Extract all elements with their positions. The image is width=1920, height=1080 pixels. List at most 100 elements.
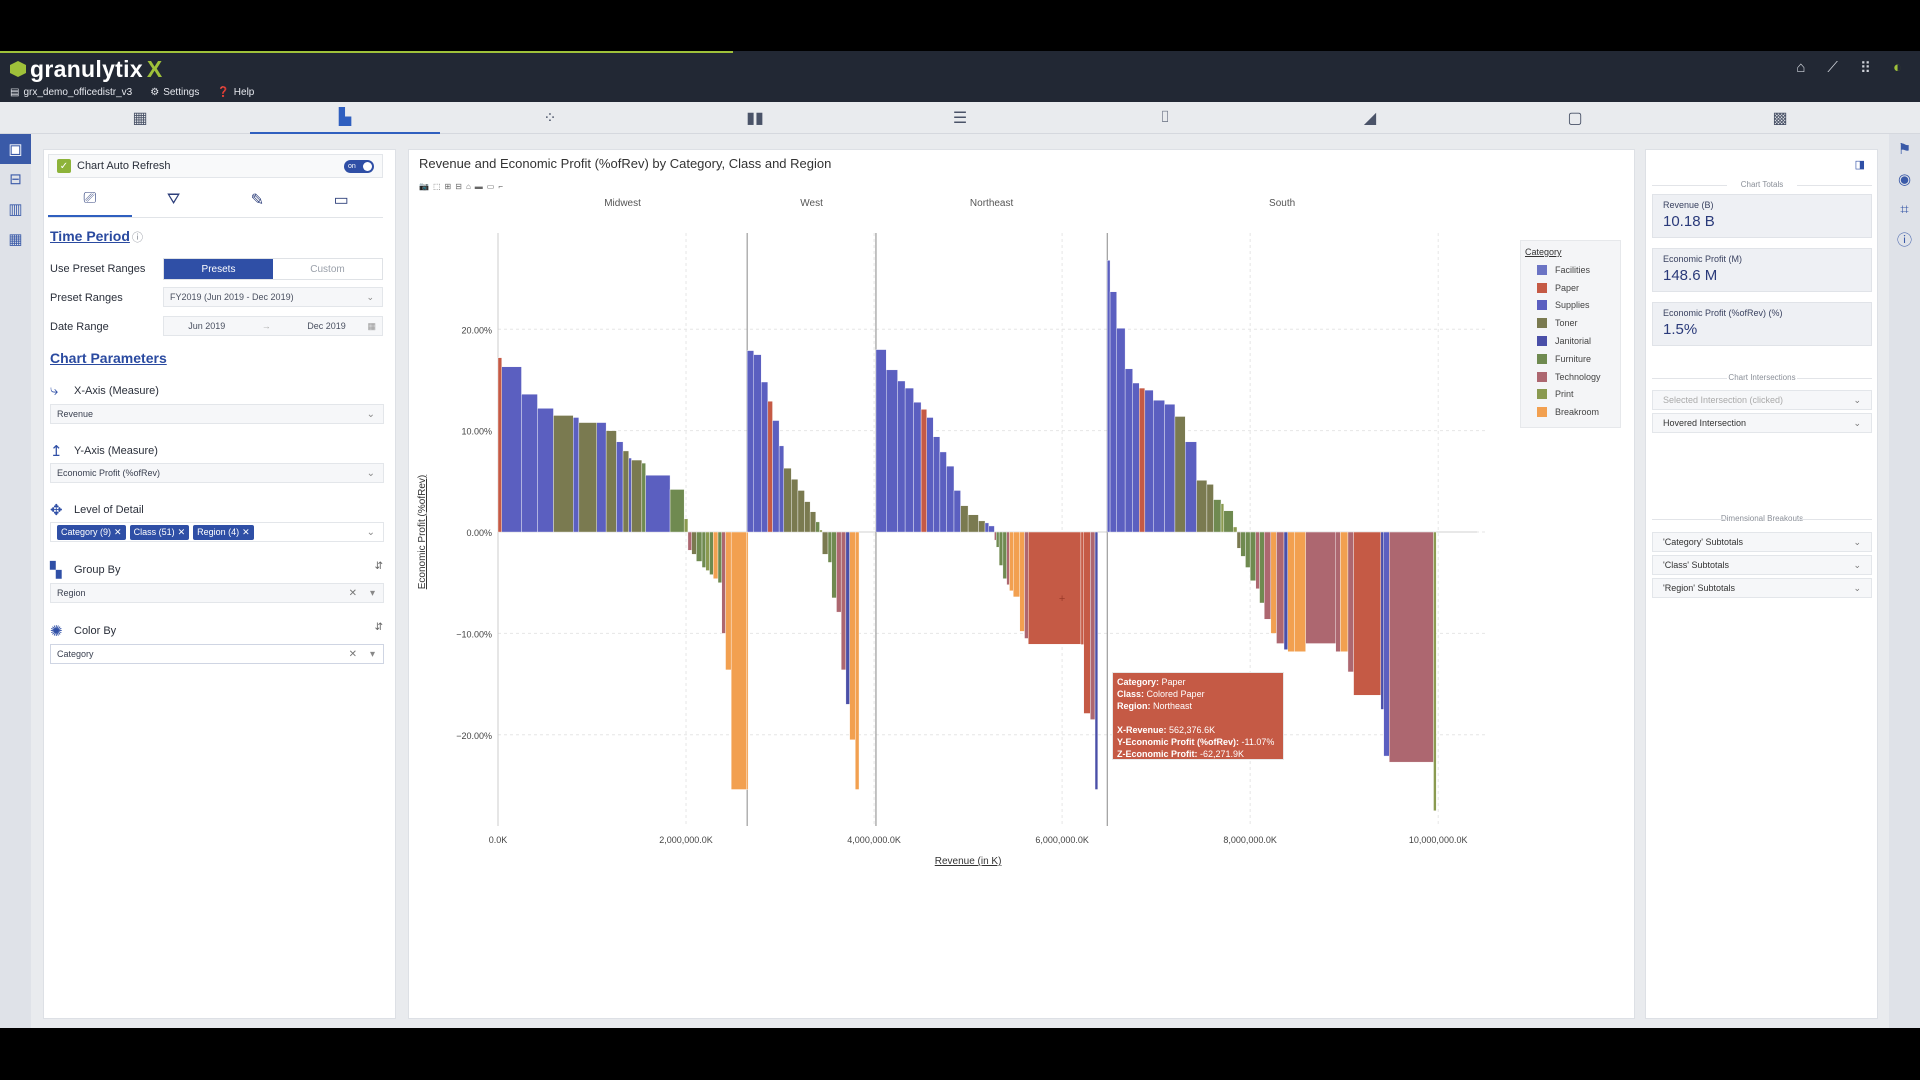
tab-page[interactable]: ▭ <box>299 182 383 217</box>
grid-icon[interactable]: ⠿ <box>1859 60 1871 77</box>
box-select-icon[interactable]: ⬚ <box>432 182 441 191</box>
auto-refresh-row[interactable]: ✓ Chart Auto Refresh on <box>48 154 383 178</box>
help-link[interactable]: ❓ Help <box>217 87 254 98</box>
lod-pill-label: Region (4) <box>197 527 240 537</box>
dataset-link[interactable]: ▤ grx_demo_officedistr_v3 <box>10 87 132 98</box>
calendar-icon[interactable]: ▦ <box>367 320 376 331</box>
tab-bar-step[interactable]: ▙ <box>250 102 440 134</box>
presets-button[interactable]: Presets <box>164 259 273 279</box>
tab-hbar[interactable]: ☰ <box>865 102 1055 134</box>
tab-treemap[interactable]: ▦ <box>45 102 235 134</box>
tab-filters[interactable]: ⛛ <box>132 182 216 217</box>
legend-item[interactable]: Breakroom <box>1525 403 1616 421</box>
rail-tag-icon[interactable]: ⌗ <box>1900 200 1909 218</box>
legend-item[interactable]: Supplies <box>1525 297 1616 315</box>
settings-link[interactable]: ⚙ Settings <box>150 87 199 98</box>
close-icon[interactable]: ✕ <box>177 526 186 537</box>
rail-bookmark-icon[interactable]: ⚑ <box>1897 141 1912 158</box>
rail-book-icon[interactable]: ▥ <box>8 201 23 218</box>
breakout-category-select[interactable]: 'Category' Subtotals ⌄ <box>1652 532 1872 552</box>
rail-data-icon[interactable]: ⊟ <box>9 171 22 188</box>
legend-item[interactable]: Furniture <box>1525 350 1616 368</box>
clear-icon[interactable]: ✕ <box>348 587 357 599</box>
logo-text: granulytix <box>30 55 143 82</box>
auto-refresh-toggle[interactable]: on <box>344 160 374 173</box>
hover-compare-icon[interactable]: ⌐ <box>498 182 504 191</box>
breakout-class-select[interactable]: 'Class' Subtotals ⌄ <box>1652 555 1872 575</box>
x-axis-select[interactable]: Revenue ⌄ <box>50 404 384 424</box>
date-from[interactable]: Jun 2019 <box>188 321 226 331</box>
rail-chart-icon[interactable]: ▣ <box>0 134 31 164</box>
zoom-out-icon[interactable]: ⊟ <box>455 182 462 191</box>
group-label-northeast: Northeast <box>970 198 1014 209</box>
home-reset-icon[interactable]: ⌂ <box>465 182 471 191</box>
bar <box>753 354 762 533</box>
lod-pill-region[interactable]: Region (4) ✕ <box>193 524 254 540</box>
tab-waterfall[interactable]: ⌷ <box>1070 102 1260 134</box>
lod-pill-class[interactable]: Class (51) ✕ <box>129 524 190 540</box>
legend-item[interactable]: Facilities <box>1525 261 1616 279</box>
bar <box>1223 510 1234 533</box>
camera-icon[interactable]: 📷 <box>419 182 429 191</box>
legend-item[interactable]: Paper <box>1525 279 1616 297</box>
spike-icon[interactable]: ▬ <box>474 182 483 191</box>
legend-item[interactable]: Toner <box>1525 314 1616 332</box>
legend-item[interactable]: Print <box>1525 386 1616 404</box>
clear-icon[interactable]: ✕ <box>348 648 357 660</box>
hovered-intersection-label: Hovered Intersection <box>1663 418 1747 428</box>
preset-ranges-select[interactable]: FY2019 (Jun 2019 - Dec 2019) ⌄ <box>163 287 383 307</box>
hovered-intersection-select[interactable]: Hovered Intersection ⌄ <box>1652 413 1872 433</box>
bar <box>815 521 820 533</box>
tab-table[interactable]: ▩ <box>1685 102 1875 134</box>
legend-swatch <box>1537 336 1547 347</box>
rail-table-icon[interactable]: ▦ <box>8 231 23 248</box>
legend-item[interactable]: Technology <box>1525 368 1616 386</box>
breakout-region-select[interactable]: 'Region' Subtotals ⌄ <box>1652 578 1872 598</box>
trend-icon[interactable]: ⟋ <box>1827 59 1838 76</box>
bar <box>705 531 710 571</box>
group-by-select[interactable]: Region ✕ ▾ <box>50 583 384 603</box>
tab-frame[interactable]: ▢ <box>1480 102 1670 134</box>
tab-chart-settings[interactable]: ⎚ <box>48 182 132 217</box>
date-range-field[interactable]: Jun 2019 → Dec 2019 ▦ <box>163 316 383 336</box>
x-axis-title: Revenue (in K) <box>935 856 1002 867</box>
close-icon[interactable]: ✕ <box>242 526 250 537</box>
y-axis-select[interactable]: Economic Profit (%ofRev) ⌄ <box>50 463 384 483</box>
info-icon[interactable]: ⓘ <box>132 232 143 244</box>
rail-info-icon[interactable]: ⓘ <box>1896 231 1912 249</box>
lod-label: Level of Detail <box>74 504 144 516</box>
home-icon[interactable]: ⌂ <box>1796 59 1806 76</box>
tab-scatter[interactable]: ⁘ <box>455 102 645 134</box>
breakout-label: 'Category' Subtotals <box>1663 537 1743 547</box>
date-to[interactable]: Dec 2019 <box>307 321 346 331</box>
rail-chat-icon[interactable]: ◉ <box>1897 171 1912 188</box>
checkbox-icon[interactable]: ✓ <box>57 159 71 173</box>
sort-icon[interactable]: ⇵ <box>374 561 383 572</box>
bar <box>628 457 632 533</box>
app-logo[interactable]: granulytix X <box>10 55 163 82</box>
chart-type-tabs: ▦ ▙ ⁘ ▮▮ ☰ ⌷ ◢ ▢ ▩ <box>0 102 1920 134</box>
selected-intersection-select[interactable]: Selected Intersection (clicked) ⌄ <box>1652 390 1872 410</box>
color-by-select[interactable]: Category ✕ ▾ <box>50 644 384 664</box>
tab-pin[interactable]: ✎ <box>216 182 300 217</box>
close-icon[interactable]: ✕ <box>114 526 122 537</box>
lod-pill-category[interactable]: Category (9) ✕ <box>57 524 126 540</box>
hover-closest-icon[interactable]: ▭ <box>486 182 495 191</box>
custom-button[interactable]: Custom <box>310 263 345 275</box>
tab-area[interactable]: ◢ <box>1275 102 1465 134</box>
sort-icon[interactable]: ⇵ <box>374 622 383 633</box>
time-period-title[interactable]: Time Period <box>50 228 130 244</box>
leaf-icon[interactable]: ◐ <box>1892 59 1902 76</box>
panel-toggle-icon[interactable]: ◨ <box>1854 159 1865 171</box>
chart-params-title[interactable]: Chart Parameters <box>50 350 167 366</box>
tab-column[interactable]: ▮▮ <box>660 102 850 134</box>
chart-canvas[interactable]: 20.00% 10.00% 0.00% −10.00% −20.00% 0.0K 2,000… <box>409 150 1636 1020</box>
filter-icon: ⛛ <box>166 190 181 208</box>
zoom-in-icon[interactable]: ⊞ <box>444 182 452 191</box>
chevron-down-icon: ⌄ <box>366 291 374 302</box>
legend-item[interactable]: Janitorial <box>1525 332 1616 350</box>
scatter-icon: ⁘ <box>543 110 557 127</box>
x-axis-label-row: ⤷ X-Axis (Measure) <box>50 382 159 399</box>
bar <box>1353 531 1382 696</box>
lod-select[interactable]: Category (9) ✕ Class (51) ✕ Region (4) ✕ ⌄ <box>50 522 384 542</box>
